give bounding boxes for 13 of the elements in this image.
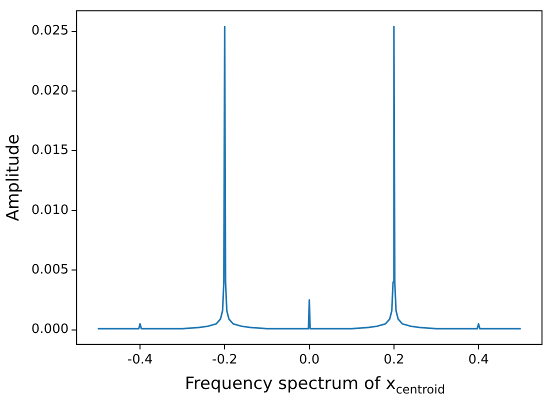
y-tick-label: 0.025 — [31, 24, 69, 39]
x-tick-label: 0.0 — [298, 352, 320, 368]
y-tick-label: 0.020 — [31, 83, 69, 98]
y-tick-label: 0.010 — [31, 202, 69, 218]
x-tick-label: -0.4 — [127, 352, 153, 368]
y-tick-label: 0.005 — [31, 262, 69, 278]
x-tick-label: -0.2 — [212, 352, 238, 368]
x-tick-label: 0.2 — [384, 352, 404, 368]
x-axis-title: Frequency spectrum of x$_{centroid}$ — [184, 374, 446, 396]
y-axis-title: Amplitude — [4, 134, 24, 222]
x-tick-label: 0.4 — [468, 352, 489, 368]
y-tick-label: 0.015 — [31, 143, 69, 158]
y-tick-label: 0.000 — [31, 322, 69, 338]
